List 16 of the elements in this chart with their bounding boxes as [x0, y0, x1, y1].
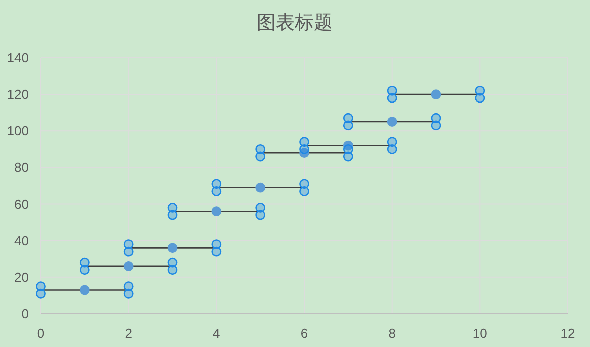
ytick: 80: [14, 160, 29, 176]
ytick: 0: [22, 306, 29, 322]
xtick: 4: [213, 326, 220, 341]
ytick: 60: [14, 196, 29, 212]
xtick: 12: [560, 326, 576, 341]
ytick: 100: [7, 124, 29, 139]
xtick: 10: [472, 326, 488, 341]
xtick: 2: [125, 326, 132, 341]
xtick: 0: [37, 326, 45, 341]
ytick: 120: [7, 87, 29, 102]
ytick: 140: [7, 50, 29, 66]
xtick: 8: [388, 326, 396, 341]
xtick: 6: [300, 326, 308, 341]
ytick: 20: [14, 270, 29, 285]
title: 图表标题: [257, 13, 333, 34]
ytick: 40: [14, 233, 29, 248]
